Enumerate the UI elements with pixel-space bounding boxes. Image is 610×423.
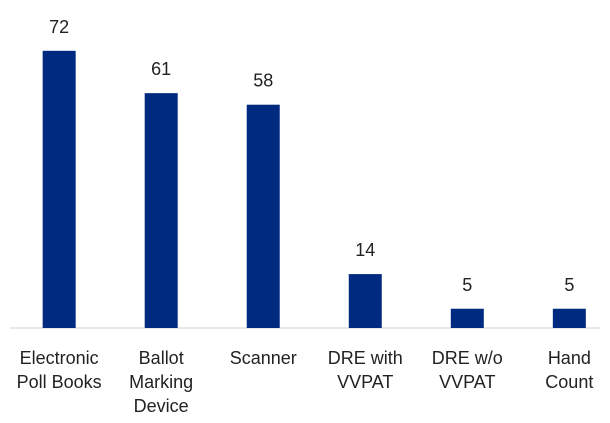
value-label: 5 (564, 275, 574, 295)
bar (450, 308, 484, 328)
value-label: 58 (253, 71, 273, 91)
x-tick-label: Hand Count (545, 348, 594, 392)
x-tick-label: Ballot Marking Device (129, 348, 194, 416)
value-label: 61 (151, 59, 171, 79)
bar (144, 93, 178, 329)
value-label: 14 (355, 240, 375, 260)
x-tick-label: DRE with VVPAT (327, 348, 403, 392)
value-label: 72 (49, 17, 69, 37)
bar (246, 104, 280, 328)
x-tick-label: Electronic Poll Books (16, 348, 102, 392)
bar (348, 274, 382, 328)
x-tick-label: DRE w/o VVPAT (431, 348, 503, 392)
value-label: 5 (462, 275, 472, 295)
x-tick-label: Scanner (229, 348, 297, 368)
bar (42, 50, 76, 329)
bar (552, 308, 586, 328)
